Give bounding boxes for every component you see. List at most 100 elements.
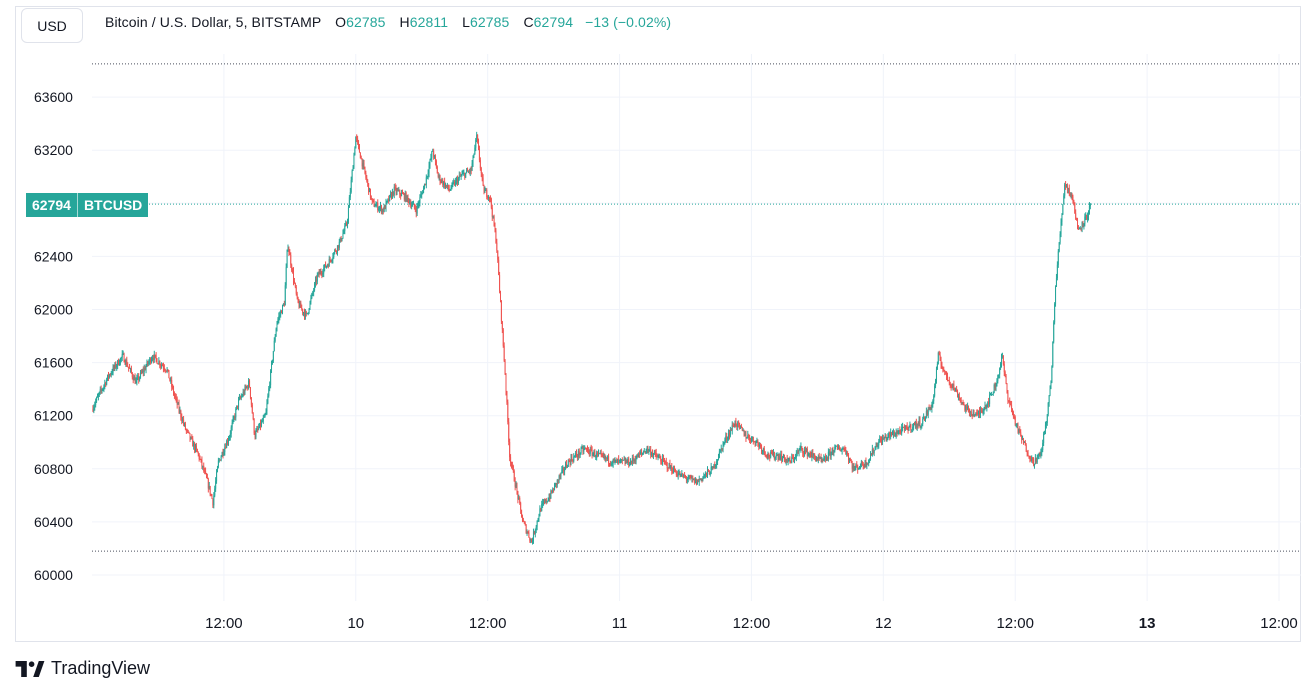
candle-body: [790, 461, 792, 463]
candle-body: [1033, 463, 1035, 465]
candle-body: [709, 474, 711, 476]
time-tick-label: 12: [875, 615, 892, 632]
candle-body: [832, 449, 834, 453]
candle-body: [957, 391, 959, 398]
change-value: −13 (−0.02%): [585, 14, 672, 30]
candle-body: [995, 386, 997, 389]
candle-body: [965, 406, 967, 411]
candle-body: [433, 150, 435, 157]
candle-body: [905, 425, 907, 427]
candle-body: [723, 442, 725, 444]
candle-body: [844, 448, 846, 451]
candle-body: [382, 209, 384, 212]
candle-body: [151, 359, 153, 363]
symbol-title: Bitcoin / U.S. Dollar, 5, BITSTAMP: [105, 14, 322, 30]
candle-body: [606, 457, 608, 460]
candle-body: [1060, 221, 1062, 235]
candle-body: [618, 459, 620, 461]
candle-body: [529, 537, 531, 541]
candle-body: [197, 452, 199, 454]
price-axis[interactable]: 6000060400608006120061600620006240062800…: [34, 89, 73, 583]
candle-body: [180, 410, 182, 418]
candle-body: [1052, 341, 1054, 367]
candle-body: [559, 475, 561, 477]
candle-body: [910, 424, 912, 431]
candle-body: [662, 457, 664, 464]
candle-body: [929, 406, 931, 410]
candle-body: [495, 230, 497, 243]
candle-body: [325, 264, 327, 268]
candle-body: [554, 483, 556, 485]
candle-body: [956, 388, 958, 392]
candle-body: [362, 163, 364, 167]
candle-body: [205, 473, 207, 478]
candle-body: [1051, 366, 1053, 383]
candle-body: [457, 178, 459, 184]
candle-body: [841, 449, 843, 451]
candle-body: [688, 476, 690, 479]
candle-body: [210, 494, 212, 496]
candle-body: [489, 198, 491, 200]
candle-body: [270, 370, 272, 386]
last-price-symbol: BTCUSD: [76, 193, 149, 217]
brand-name: TradingView: [51, 658, 151, 678]
candle-body: [682, 473, 684, 477]
candle-body: [826, 458, 828, 460]
brand[interactable]: TradingView: [15, 658, 150, 679]
candle-body: [576, 453, 578, 456]
candle-body: [500, 300, 502, 322]
candle-body: [309, 301, 311, 309]
candle-body: [820, 456, 822, 460]
candle-body: [535, 526, 537, 531]
candle-body: [689, 476, 691, 478]
price-tick-label: 60800: [34, 461, 73, 477]
candle-body: [869, 458, 871, 460]
candle-body: [993, 384, 995, 393]
candle-body: [635, 458, 637, 462]
candle-body: [585, 447, 587, 449]
candle-body: [761, 446, 763, 452]
candle-body: [1006, 383, 1008, 393]
candle-body: [842, 448, 844, 450]
candle-body: [106, 379, 108, 385]
candle-body: [567, 460, 569, 467]
candle-body: [341, 238, 343, 241]
candle-body: [670, 466, 672, 469]
candle-body: [617, 459, 619, 463]
candle-body: [140, 372, 142, 374]
candle-body: [346, 223, 348, 225]
candle-body: [476, 134, 478, 140]
candle-body: [462, 173, 464, 175]
candle-body: [387, 198, 389, 201]
open-label: O: [335, 14, 347, 30]
candle-body: [1016, 424, 1018, 426]
time-tick-label: 10: [347, 615, 364, 632]
candle-body: [1010, 403, 1012, 405]
candle-body: [166, 369, 168, 372]
candle-body: [656, 455, 658, 458]
candle-body: [506, 391, 508, 403]
currency-button[interactable]: USD: [21, 8, 83, 43]
candle-body: [1007, 392, 1009, 401]
candle-body: [248, 380, 250, 388]
candle-body: [839, 450, 841, 452]
candle-body: [245, 386, 247, 388]
candle-body: [110, 373, 112, 375]
candle-body: [339, 237, 341, 242]
candle-body: [238, 399, 240, 407]
candle-body: [288, 248, 290, 253]
candle-body: [1028, 456, 1030, 458]
candle-body: [429, 159, 431, 166]
candle-body: [158, 361, 160, 364]
candle-body: [555, 483, 557, 485]
candle-body: [353, 154, 355, 168]
candle-body: [444, 181, 446, 188]
time-axis[interactable]: 12:00 10 12:00 11 12:00 12 12:00 13 12:00: [205, 615, 1298, 632]
candle-body: [886, 437, 888, 440]
candle-body: [1027, 452, 1029, 457]
candle-body: [368, 183, 370, 193]
candle-body: [187, 430, 189, 432]
candle-body: [627, 458, 629, 463]
candle-body: [449, 189, 451, 191]
